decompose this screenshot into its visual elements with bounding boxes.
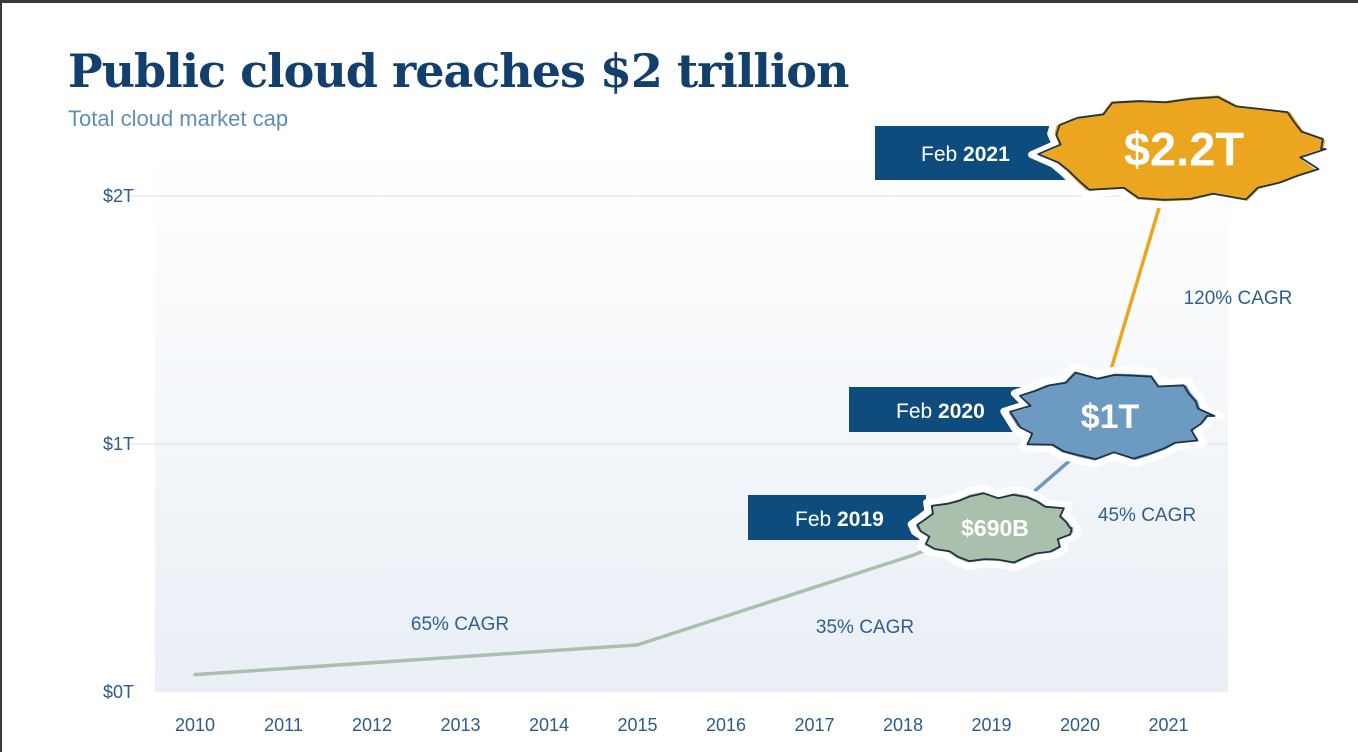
milestone-month: Feb bbox=[921, 143, 963, 166]
milestone-cloud bbox=[1000, 363, 1225, 468]
x-tick-label: 2010 bbox=[175, 715, 215, 735]
x-tick-label: 2012 bbox=[352, 715, 392, 735]
milestone-date: Feb 2020 bbox=[896, 400, 985, 423]
cloud-outline bbox=[916, 492, 1073, 564]
milestone-tag bbox=[849, 387, 1029, 432]
cagr-label: 45% CAGR bbox=[1098, 505, 1196, 526]
milestone-tag bbox=[748, 495, 926, 540]
y-tick-label: $1T bbox=[103, 434, 134, 454]
milestone-value: $690B bbox=[961, 515, 1029, 541]
x-tick-label: 2016 bbox=[706, 715, 746, 735]
y-tick-label: $0T bbox=[103, 682, 134, 702]
chart-subtitle: Total cloud market cap bbox=[68, 106, 289, 131]
x-tick-label: 2013 bbox=[440, 715, 480, 735]
milestone-cloud bbox=[907, 484, 1082, 572]
line-segment bbox=[635, 553, 914, 647]
milestone-date: Feb 2021 bbox=[921, 143, 1010, 166]
x-tick-label: 2017 bbox=[794, 715, 834, 735]
milestone-year: 2019 bbox=[837, 508, 884, 531]
y-tick-label: $2T bbox=[103, 186, 134, 206]
x-tick-label: 2015 bbox=[617, 715, 657, 735]
cloud-outline bbox=[1009, 371, 1216, 460]
milestone-value: $1T bbox=[1081, 398, 1140, 436]
x-tick-label: 2014 bbox=[529, 715, 569, 735]
x-tick-label: 2021 bbox=[1148, 715, 1188, 735]
x-tick-label: 2020 bbox=[1060, 715, 1100, 735]
cloud-outline bbox=[1037, 96, 1327, 201]
milestone-cloud bbox=[1028, 88, 1336, 209]
cagr-label: 65% CAGR bbox=[411, 614, 509, 635]
x-tick-label: 2019 bbox=[971, 715, 1011, 735]
milestone-value: $2.2T bbox=[1124, 122, 1244, 175]
x-tick-label: 2011 bbox=[264, 715, 303, 735]
milestone-year: 2021 bbox=[963, 143, 1010, 166]
milestone-month: Feb bbox=[795, 508, 837, 531]
cagr-label: 35% CAGR bbox=[816, 617, 914, 638]
milestone-date: Feb 2019 bbox=[795, 508, 884, 531]
line-segment bbox=[193, 643, 640, 677]
chart-title: Public cloud reaches $2 trillion bbox=[68, 44, 849, 98]
milestone-year: 2020 bbox=[938, 400, 985, 423]
milestone-month: Feb bbox=[896, 400, 938, 423]
cagr-label: 120% CAGR bbox=[1184, 288, 1293, 309]
x-tick-label: 2018 bbox=[883, 715, 923, 735]
